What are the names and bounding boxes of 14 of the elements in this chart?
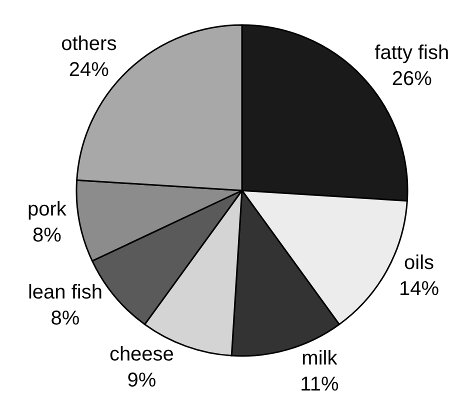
data-label: 9%	[127, 369, 156, 392]
slice-label: fatty fish	[374, 42, 450, 64]
data-label: 14%	[399, 278, 440, 300]
data-label: 24%	[68, 59, 110, 82]
slice-label: others	[61, 33, 117, 56]
data-label: 8%	[32, 224, 62, 246]
slice-label: oils	[404, 252, 434, 274]
data-label: 26%	[392, 68, 432, 90]
slice-label: pork	[28, 198, 68, 220]
slice-label: milk	[302, 348, 338, 370]
slice-label: lean fish	[28, 282, 102, 304]
data-label: 8%	[50, 308, 80, 330]
data-label: 11%	[300, 374, 339, 396]
slice-label: cheese	[109, 343, 174, 366]
